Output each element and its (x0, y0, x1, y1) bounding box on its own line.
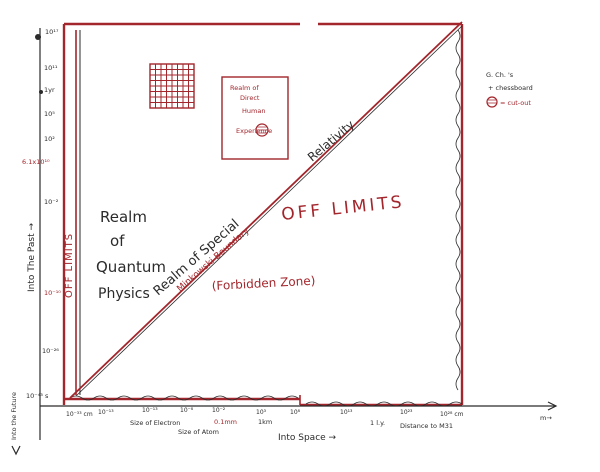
bottom-tick-2: 10⁻¹³ (142, 407, 158, 414)
bottom-tick-1: 10⁻¹³ (98, 409, 114, 416)
direct-experience-outline (221, 76, 289, 160)
legend-hatch-icon (487, 99, 497, 104)
direct-line-4: Experience (236, 127, 272, 135)
frame-wave-bottom-right (305, 401, 463, 407)
frame (62, 22, 464, 407)
bottom-tick-0: 10⁻³³ cm (66, 411, 93, 418)
off-limits-left: OFF LIMITS (64, 233, 75, 298)
left-tick-3: 10⁵ (44, 110, 55, 118)
left-tick-4: 10² (44, 135, 55, 143)
left-tick-7: 10⁻¹⁰ (44, 289, 61, 297)
x-axis-arrow-icon (547, 401, 558, 411)
x-axis (40, 401, 558, 411)
note-01mm: 0.1mm (214, 418, 237, 426)
legend-line-2: + chessboard (488, 84, 533, 92)
left-axis-ticks: 10¹⁷ 10¹¹ 1yr 10⁵ 10² 6.1x10¹⁰ 10⁻² 10⁻¹… (22, 28, 61, 400)
quantum-line-3: Quantum (96, 258, 166, 276)
y-axis-label: Into The Past → (27, 223, 37, 292)
direct-experience-box: Realm of Direct Human Experience (221, 76, 289, 160)
diagonal-line-sketch (75, 25, 463, 397)
left-tick-9: 10⁻⁴³ s (26, 392, 49, 400)
frame-wave-right (455, 29, 461, 391)
left-tick-5: 6.1x10¹⁰ (22, 158, 50, 166)
frame-wave-bottom (69, 395, 299, 401)
left-tick-0: 10¹⁷ (45, 28, 59, 36)
y-axis-dot-mid (39, 90, 43, 94)
left-tick-2: 1yr (44, 86, 55, 94)
diagonal-line (69, 21, 463, 399)
bottom-tick-7: 10¹³ (340, 409, 353, 416)
chessboard (149, 63, 195, 109)
note-ly: 1 l.y. (370, 419, 385, 427)
quantum-line-2: of (110, 232, 125, 250)
direct-line-3: Human (242, 107, 265, 115)
quantum-line-1: Realm (100, 208, 147, 226)
off-limits-main: OFF LIMITS (280, 192, 405, 225)
x-axis-label: Into Space → (278, 433, 337, 443)
bottom-tick-5: 10³ (256, 409, 267, 416)
note-m31: Distance to M31 (400, 422, 453, 430)
y-axis (35, 28, 43, 440)
light-cone-boundary (69, 21, 463, 399)
bottom-tick-8: 10²³ (400, 409, 413, 416)
legend-line-3: = cut-out (500, 99, 531, 107)
quantum-region-label: Realm of Quantum Physics (96, 208, 166, 302)
bottom-axis-notes: Size of Electron Size of Atom 0.1mm 1km … (130, 414, 552, 436)
note-1km: 1km (258, 418, 272, 426)
chessboard-grid (150, 64, 194, 108)
note-corner: m→ (540, 414, 552, 422)
y-axis-label-future: Into the Future (10, 392, 18, 440)
bottom-tick-9: 10²⁸ cm (440, 411, 464, 418)
legend: G. Ch. 's + chessboard = cut-out (486, 71, 533, 108)
cutout-hatch-icon (256, 126, 268, 134)
bottom-tick-3: 10⁻⁸ (180, 407, 194, 414)
note-atom: Size of Atom (178, 428, 219, 436)
direct-experience-text: Realm of Direct Human Experience (230, 84, 272, 135)
legend-line-1: G. Ch. 's (486, 71, 514, 79)
left-tick-8: 10⁻²⁶ (42, 347, 59, 355)
relativity-label: Relativity (305, 117, 357, 164)
direct-line-2: Direct (240, 94, 260, 102)
left-tick-1: 10¹¹ (44, 64, 58, 72)
direct-line-1: Realm of (230, 84, 259, 92)
note-electron: Size of Electron (130, 419, 180, 427)
left-tick-6: 10⁻² (44, 198, 59, 206)
down-arrow-icon (11, 445, 21, 456)
forbidden-zone: (Forbidden Zone) (211, 274, 315, 293)
legend-cutout-icon (486, 96, 498, 108)
quantum-line-4: Physics (98, 286, 150, 302)
y-axis-dot-top (35, 34, 41, 40)
bottom-tick-6: 10⁸ (290, 409, 301, 416)
bottom-tick-4: 10⁻² (212, 407, 226, 414)
bottom-axis-ticks: 10⁻³³ cm 10⁻¹³ 10⁻¹³ 10⁻⁸ 10⁻² 10³ 10⁸ 1… (66, 407, 464, 418)
